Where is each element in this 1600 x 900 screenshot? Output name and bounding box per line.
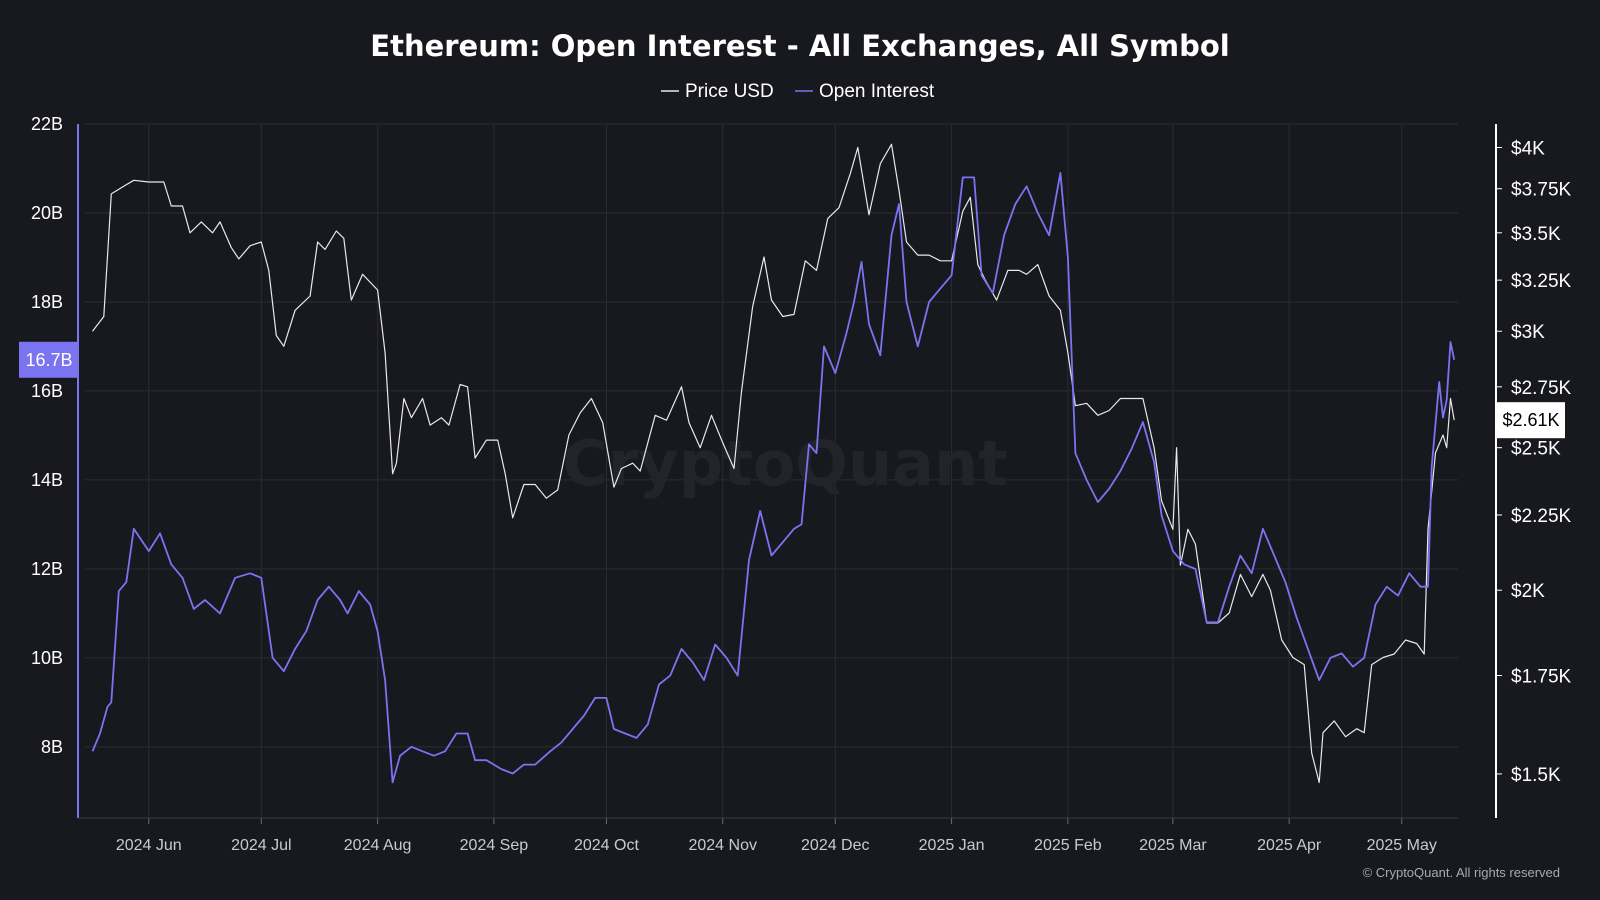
right-tick-label: $2K xyxy=(1511,581,1545,602)
x-tick-label: 2024 Jun xyxy=(116,837,182,854)
legend-label-open-interest: Open Interest xyxy=(819,81,935,102)
x-tick-label: 2025 Feb xyxy=(1034,837,1102,854)
left-tick-label: 14B xyxy=(31,470,63,490)
x-tick-label: 2024 Oct xyxy=(574,837,639,854)
right-tick-label: $3.25K xyxy=(1511,271,1572,292)
current-open-interest-badge: 16.7B xyxy=(19,341,78,378)
right-tick-label: $4K xyxy=(1511,139,1545,160)
left-tick-label: 20B xyxy=(31,203,63,223)
right-tick-label: $1.5K xyxy=(1511,765,1561,786)
x-tick-label: 2025 Mar xyxy=(1139,837,1207,854)
x-tick-label: 2025 May xyxy=(1367,837,1437,854)
legend-item-open-interest[interactable]: Open Interest xyxy=(795,81,935,102)
legend: Price USD Open Interest xyxy=(661,81,935,102)
x-tick-label: 2025 Jan xyxy=(919,837,985,854)
watermark-text: CryptoQuant xyxy=(562,427,1008,500)
grid xyxy=(85,123,1458,818)
left-tick-label: 22B xyxy=(31,114,63,134)
copyright-text: © CryptoQuant. All rights reserved xyxy=(1363,865,1560,880)
current-open-interest-label: 16.7B xyxy=(25,350,72,370)
current-price-badge: $2.61K xyxy=(1497,402,1565,439)
legend-label-price: Price USD xyxy=(685,81,774,102)
right-axis: $4K $3.75K $3.5K $3.25K $3K $2.75K $2.5K $2.25K… xyxy=(1495,124,1572,818)
right-tick-label: $2.75K xyxy=(1511,378,1572,399)
price-line xyxy=(92,143,1455,784)
right-tick-label: $3.5K xyxy=(1511,224,1561,245)
current-price-label: $2.61K xyxy=(1502,410,1559,430)
right-tick-label: $1.75K xyxy=(1511,666,1572,687)
right-tick-label: $3K xyxy=(1511,322,1545,343)
left-axis: 22B 20B 18B 16B 14B 12B 10B 8B xyxy=(31,114,79,818)
x-tick-label: 2024 Nov xyxy=(688,837,757,854)
series-layer xyxy=(91,143,1456,784)
left-tick-label: 12B xyxy=(31,559,63,579)
x-tick-label: 2024 Jul xyxy=(231,837,292,854)
open-interest-line xyxy=(91,172,1456,784)
x-tick-label: 2024 Dec xyxy=(801,837,870,854)
current-open-interest-badge-bg xyxy=(19,341,78,378)
right-tick-label: $3.75K xyxy=(1511,180,1572,201)
x-tick-label: 2025 Apr xyxy=(1257,837,1322,854)
left-tick-label: 16B xyxy=(31,381,63,401)
x-tick-label: 2024 Sep xyxy=(460,837,529,854)
chart-title: Ethereum: Open Interest - All Exchanges,… xyxy=(370,29,1229,63)
legend-item-price[interactable]: Price USD xyxy=(661,81,774,102)
right-tick-label: $2.25K xyxy=(1511,506,1572,527)
x-tick-label: 2024 Aug xyxy=(344,837,412,854)
right-tick-label: $2.5K xyxy=(1511,439,1561,460)
current-price-badge-bg xyxy=(1497,402,1565,439)
left-tick-label: 18B xyxy=(31,292,63,312)
left-tick-label: 10B xyxy=(31,648,63,668)
x-axis: 2024 Jun 2024 Jul 2024 Aug 2024 Sep 2024 Oct… xyxy=(78,817,1458,854)
left-tick-label: 8B xyxy=(41,737,63,757)
